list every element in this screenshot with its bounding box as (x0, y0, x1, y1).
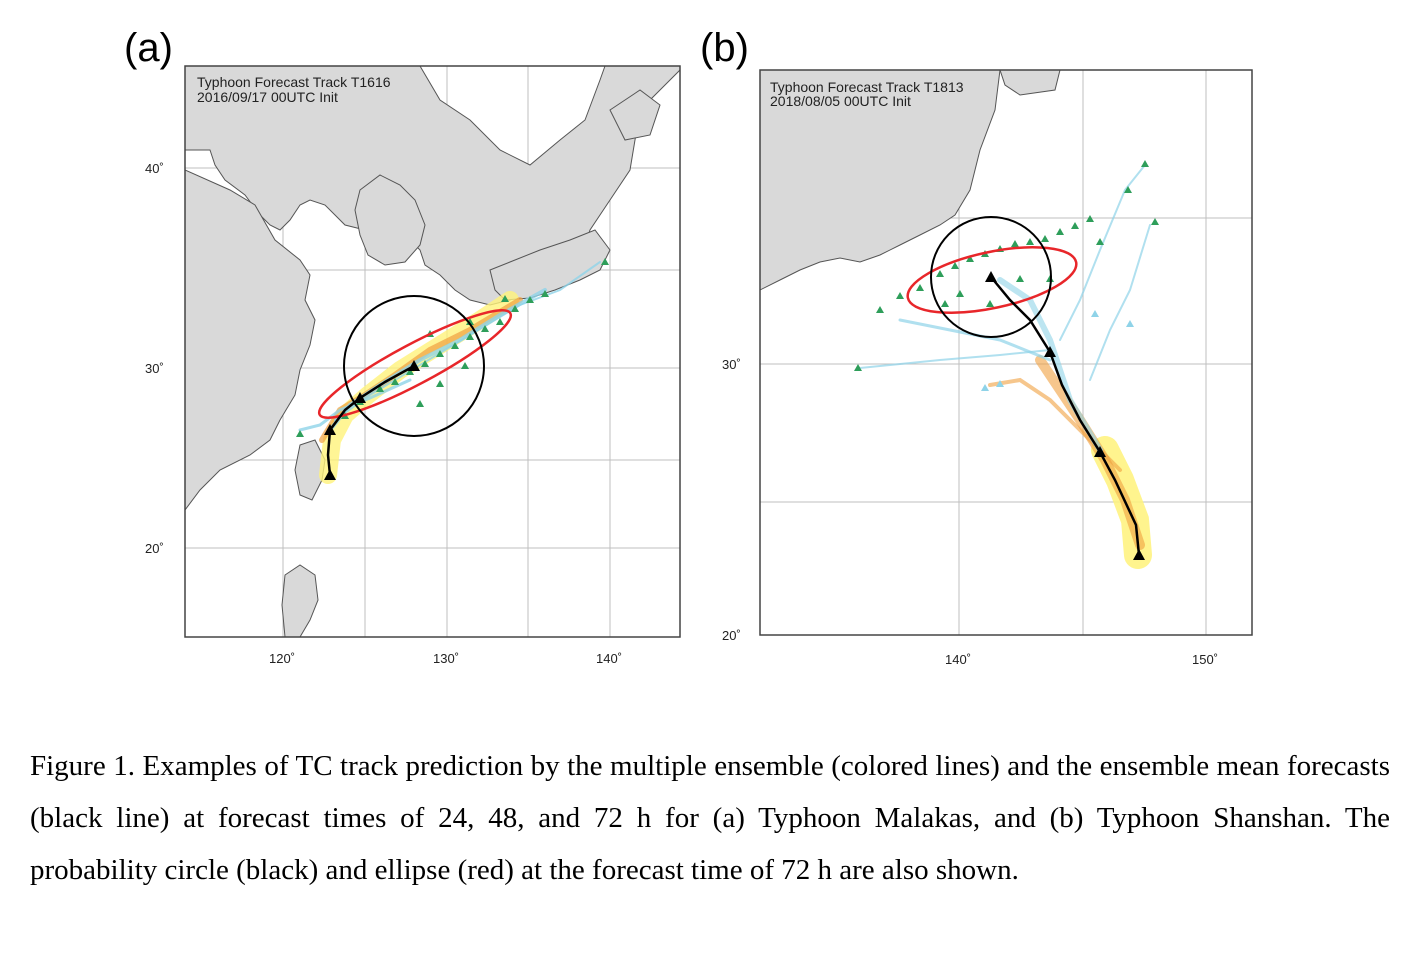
panel-a-title-line2: 2016/09/17 00UTC Init (197, 89, 338, 105)
figure-maps: Typhoon Forecast Track T1616 2016/09/17 … (145, 65, 1253, 667)
panel-b-ytick-30: 30˚ (722, 357, 741, 372)
panel-a-mean-track (326, 364, 415, 476)
panel-b-title-line1: Typhoon Forecast Track T1813 (770, 79, 964, 95)
panel-b-probability-ellipse (906, 246, 1078, 314)
panel-a-probability-circle (343, 295, 485, 437)
panel-b-xtick-150: 150˚ (1192, 652, 1218, 667)
panel-b-title-line2: 2018/08/05 00UTC Init (770, 93, 911, 109)
panel-b-ytick-20: 20˚ (722, 628, 741, 643)
panel-a-land (185, 66, 680, 637)
panel-b-xtick-140: 140˚ (945, 652, 971, 667)
panel-b-mean-track (990, 276, 1141, 556)
panel-b-ensemble-markers (854, 160, 1159, 371)
panel-a-xtick-120: 120˚ (269, 651, 295, 666)
panel-a-probability-ellipse (317, 309, 513, 419)
figure-caption: Figure 1. Examples of TC track predictio… (30, 750, 1390, 886)
panel-b-map: Typhoon Forecast Track T1813 2018/08/05 … (722, 69, 1253, 667)
panel-b-land (760, 70, 1061, 291)
panel-a-ytick-40: 40˚ (145, 161, 164, 176)
panel-b-probability-circle (930, 216, 1052, 338)
panel-a-ytick-30: 30˚ (145, 361, 164, 376)
panel-a-title-line1: Typhoon Forecast Track T1616 (197, 74, 391, 90)
panel-a-label: (a) (124, 26, 173, 70)
panel-b-72h-markers (981, 310, 1134, 391)
panel-a-ytick-20: 20˚ (145, 541, 164, 556)
panel-a-map: Typhoon Forecast Track T1616 2016/09/17 … (145, 65, 681, 666)
panel-a-xtick-140: 140˚ (596, 651, 622, 666)
panel-b-label: (b) (700, 26, 749, 70)
panel-a-xtick-130: 130˚ (433, 651, 459, 666)
